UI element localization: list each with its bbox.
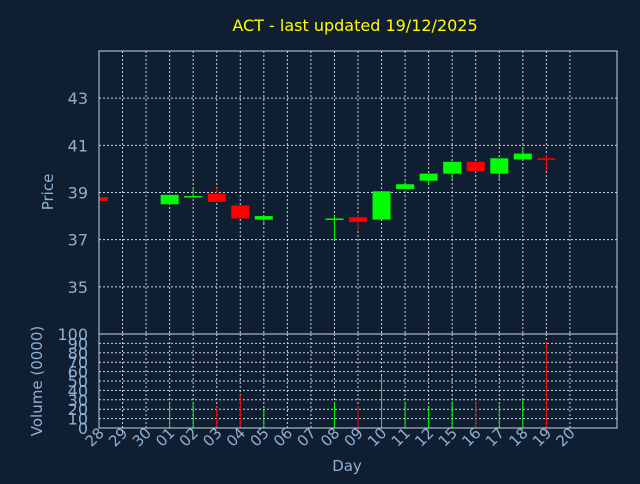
candle-body	[207, 193, 226, 202]
volume-axis-label: Volume (0000)	[28, 326, 46, 436]
candle	[396, 181, 415, 189]
candle-body	[372, 191, 391, 220]
volume-bars	[169, 341, 547, 428]
candle	[466, 161, 485, 172]
candle-body	[160, 194, 179, 205]
candle-body	[443, 161, 462, 174]
volume-tick-label: 80	[68, 344, 88, 363]
candle	[372, 191, 391, 220]
candle	[419, 173, 438, 186]
volume-tick-label: 40	[68, 381, 88, 400]
price-axis-label: Price	[39, 174, 57, 211]
candle-body	[325, 218, 344, 220]
candle-body	[231, 205, 250, 219]
candle	[537, 154, 556, 172]
candle	[490, 158, 509, 180]
price-tick-label: 41	[68, 136, 88, 155]
price-tick-label: 35	[68, 278, 88, 297]
candle-body	[99, 197, 108, 201]
price-tick-label: 39	[68, 184, 88, 203]
volume-tick-label: 20	[68, 400, 88, 419]
candle	[207, 187, 226, 202]
candle-body	[537, 158, 556, 160]
price-grid	[98, 51, 617, 334]
candles	[98, 148, 556, 240]
candle	[325, 216, 344, 240]
candle	[349, 213, 367, 231]
volume-tick-label: 100	[57, 325, 88, 344]
chart-title: ACT - last updated 19/12/2025	[232, 16, 477, 35]
candle-body	[490, 158, 509, 174]
volume-plot-frame	[98, 333, 618, 429]
price-tick-label: 37	[68, 231, 88, 250]
volume-tick-label: 10	[68, 410, 88, 429]
candle-body	[254, 216, 273, 220]
candle-body	[184, 196, 203, 198]
day-axis-label: Day	[332, 457, 362, 475]
candle	[513, 148, 532, 160]
candle-body	[419, 173, 438, 181]
candle	[98, 197, 108, 201]
candle	[160, 194, 179, 205]
price-tick-label: 43	[68, 89, 88, 108]
volume-tick-label: 0	[78, 419, 88, 438]
candle	[254, 216, 273, 224]
candle	[231, 205, 250, 219]
price-tick-labels: 35 37 39 41 43	[68, 89, 88, 297]
candle-body	[466, 161, 485, 172]
volume-tick-label: 90	[68, 334, 88, 353]
candle-body	[513, 153, 532, 160]
candle-body	[349, 217, 367, 222]
volume-tick-label: 70	[68, 353, 88, 372]
volume-tick-label: 50	[68, 372, 88, 391]
volume-tick-label: 60	[68, 363, 88, 382]
candle	[443, 161, 462, 180]
candle	[184, 187, 203, 198]
volume-tick-label: 30	[68, 391, 88, 410]
candle-body	[396, 184, 415, 189]
